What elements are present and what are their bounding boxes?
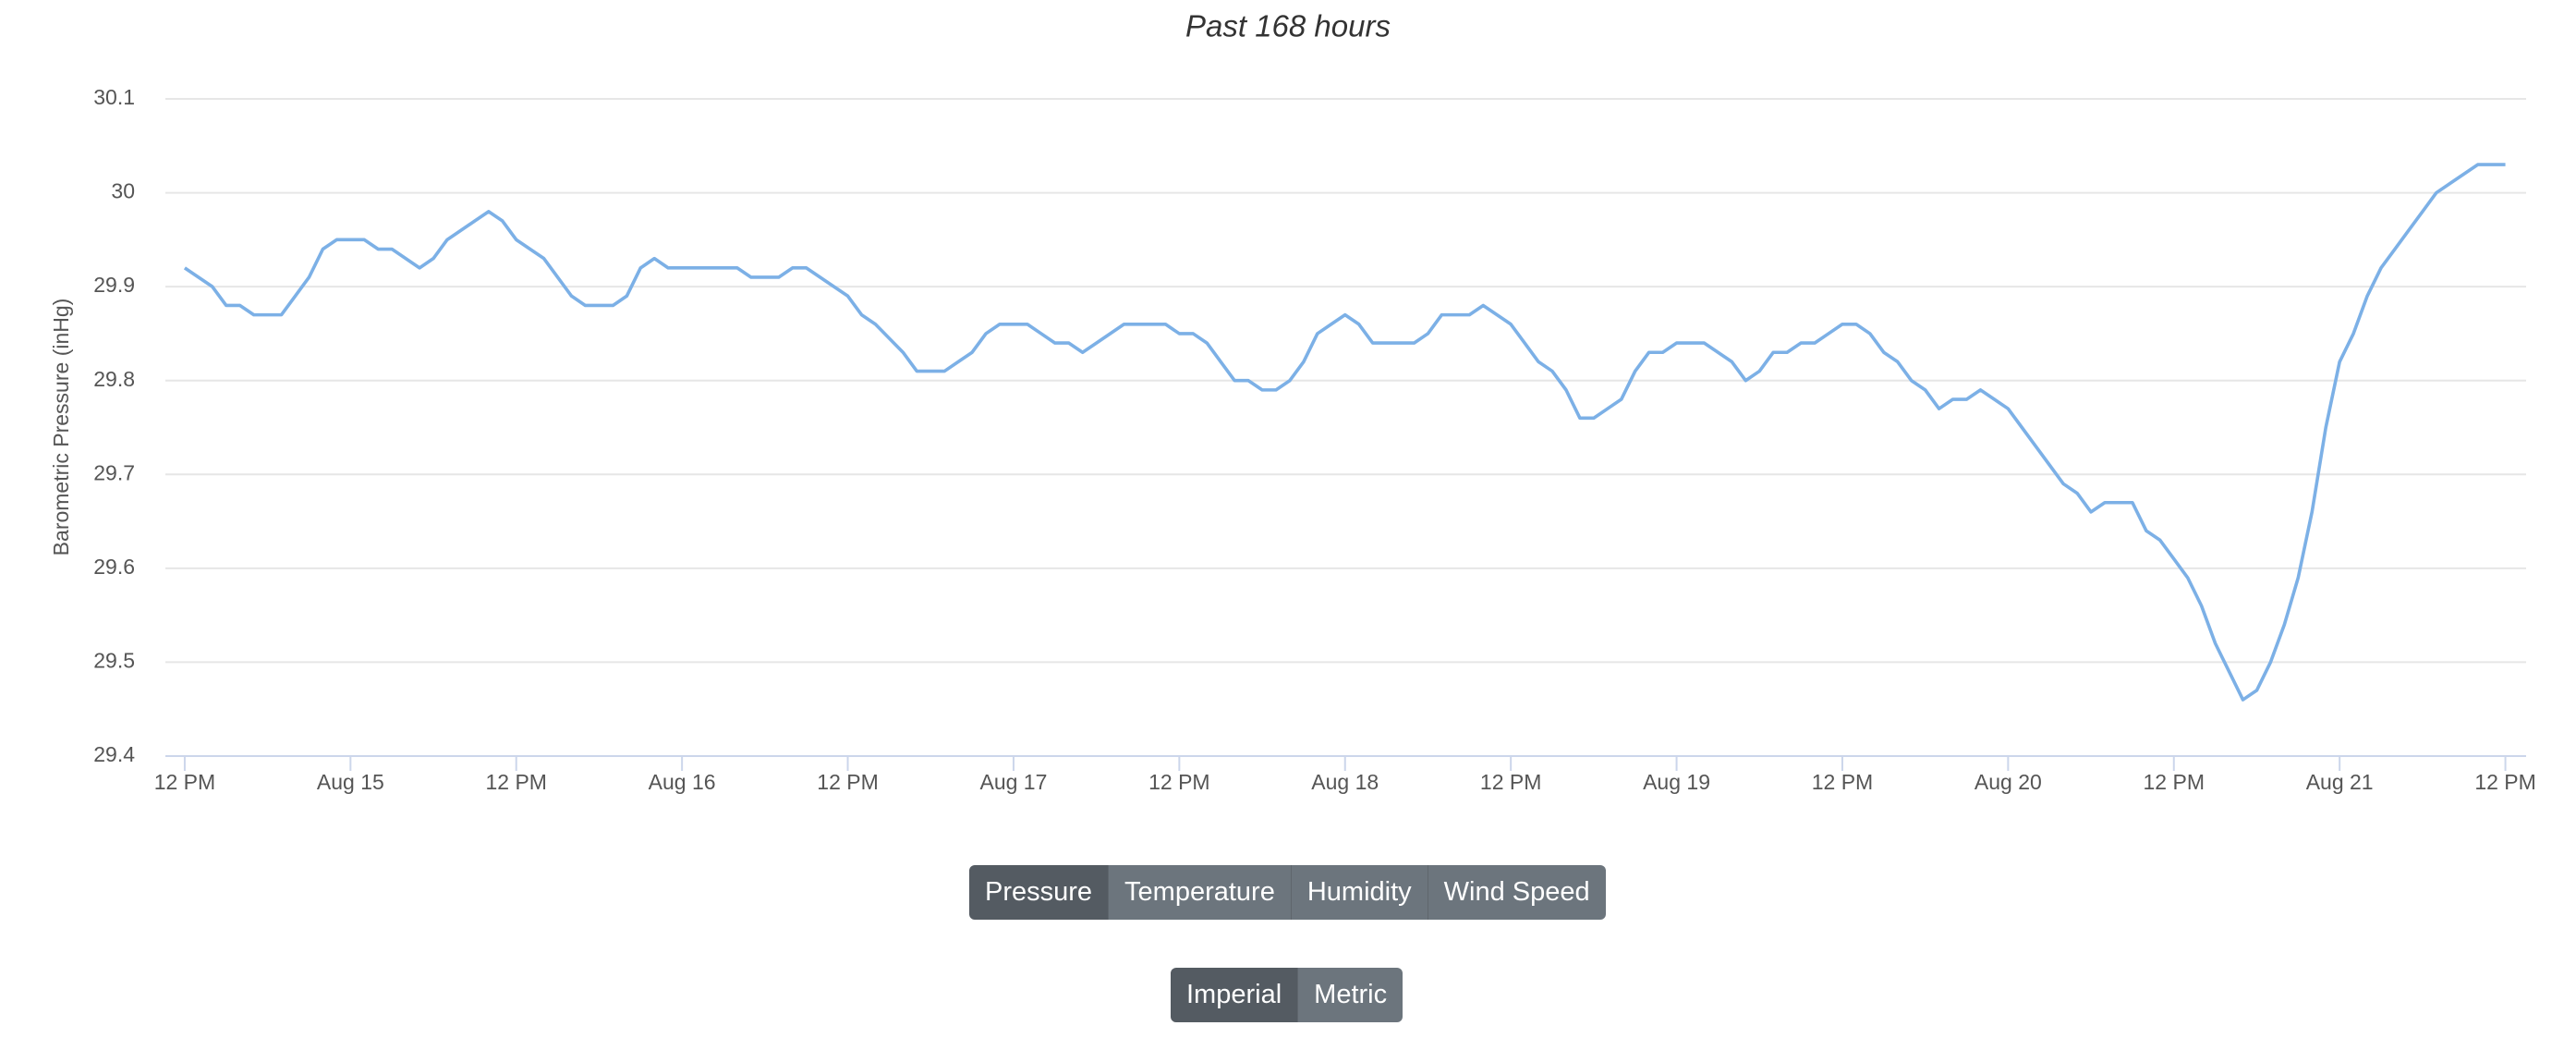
- y-tick-label: 29.6: [93, 555, 135, 579]
- chart-title: Past 168 hours: [1185, 9, 1391, 43]
- toggle-button[interactable]: Pressure: [969, 865, 1110, 920]
- toggle-button[interactable]: Wind Speed: [1428, 865, 1606, 920]
- toggle-button[interactable]: Temperature: [1109, 865, 1292, 920]
- y-tick-label: 29.7: [93, 460, 135, 484]
- x-tick-label: Aug 16: [649, 770, 716, 794]
- x-tick-label: 12 PM: [2474, 770, 2535, 794]
- toggle-button[interactable]: Metric: [1298, 968, 1403, 1022]
- x-tick-label: 12 PM: [1148, 770, 1209, 794]
- x-tick-label: 12 PM: [485, 770, 546, 794]
- x-tick-label: Aug 20: [1975, 770, 2042, 794]
- metric-button-group: Pressure Temperature Humidity Wind Speed: [969, 865, 1606, 920]
- data-line: [183, 163, 2506, 702]
- chart: Past 168 hours Barometric Pressure (inHg…: [49, 9, 2536, 794]
- x-tick-label: Aug 17: [979, 770, 1047, 794]
- x-tick-label: Aug 21: [2306, 770, 2374, 794]
- x-tick-label: Aug 19: [1643, 770, 1710, 794]
- x-tick-label: 12 PM: [1480, 770, 1541, 794]
- y-tick-label: 29.9: [93, 273, 135, 297]
- toggle-button[interactable]: Imperial: [1171, 968, 1299, 1022]
- y-tick-label: 30: [111, 179, 135, 203]
- x-tick-label: Aug 18: [1311, 770, 1379, 794]
- unit-button-group: Imperial Metric: [1171, 968, 1403, 1022]
- y-tick-label: 30.1: [93, 85, 135, 109]
- x-tick-label: 12 PM: [1812, 770, 1873, 794]
- x-tick-label: Aug 15: [317, 770, 384, 794]
- toggle-button[interactable]: Humidity: [1291, 865, 1428, 920]
- y-axis-title: Barometric Pressure (inHg): [49, 299, 73, 556]
- x-tick-label: 12 PM: [154, 770, 215, 794]
- y-tick-label: 29.8: [93, 367, 135, 391]
- y-tick-label: 29.4: [93, 742, 135, 766]
- x-tick-label: 12 PM: [2144, 770, 2205, 794]
- x-tick-label: 12 PM: [817, 770, 878, 794]
- y-tick-label: 29.5: [93, 649, 135, 673]
